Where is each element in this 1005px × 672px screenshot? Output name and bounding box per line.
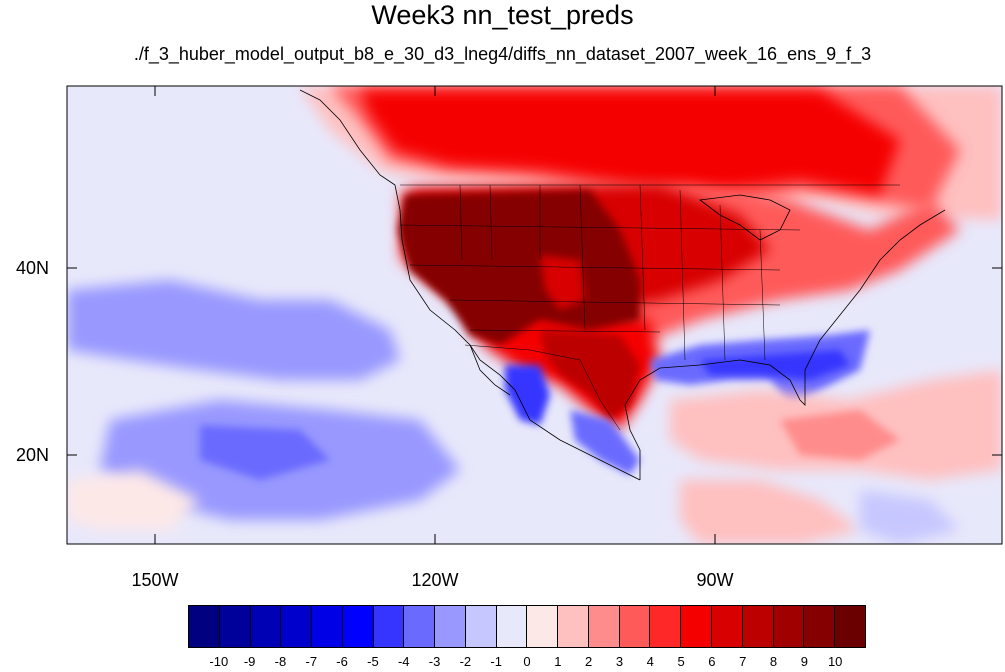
colorbar-swatch (465, 606, 497, 647)
colorbar-label: -2 (459, 654, 472, 669)
political-borders (399, 184, 900, 431)
colorbar-label: 10 (827, 654, 843, 669)
colorbar-swatch (373, 606, 405, 647)
colorbar-label: 3 (615, 654, 624, 669)
plot-title: Week3 nn_test_preds (371, 0, 634, 30)
lon-tick-label: 150W (131, 570, 179, 590)
colorbar-label: 2 (585, 654, 593, 669)
colorbar-swatch (712, 606, 743, 647)
colorbar-label: 7 (739, 654, 747, 669)
colorbar-swatch (435, 606, 466, 647)
map-canvas (66, 85, 1003, 545)
anomaly-field (67, 86, 1002, 544)
colorbar-swatch (558, 606, 589, 647)
colorbar-swatch (404, 606, 436, 647)
colorbar-label: 6 (708, 654, 716, 669)
colorbar-swatch (804, 606, 836, 647)
colorbar-swatch (496, 606, 528, 647)
colorbar-label: 9 (800, 654, 808, 669)
colorbar-label: -4 (397, 654, 410, 669)
colorbar-label: -3 (428, 654, 441, 669)
colorbar (188, 605, 866, 648)
colorbar-swatch (312, 606, 343, 647)
colorbar-label: -10 (209, 654, 229, 669)
map-frame (66, 85, 1003, 545)
lat-tick-label: 40N (16, 258, 50, 278)
colorbar-label: 5 (677, 654, 685, 669)
colorbar-label: -5 (367, 654, 379, 669)
colorbar-swatch (342, 606, 374, 647)
colorbar-swatch (588, 606, 620, 647)
colorbar-label: -6 (336, 654, 348, 669)
plot-subtitle: ./f_3_huber_model_output_b8_e_30_d3_lneg… (133, 44, 872, 64)
lat-tick-label: 20N (16, 445, 50, 465)
colorbar-label: -8 (274, 654, 287, 669)
colorbar-swatch (619, 606, 651, 647)
colorbar-label: -7 (305, 654, 318, 669)
colorbar-label: 4 (646, 654, 654, 669)
colorbar-swatch (650, 606, 682, 647)
colorbar-swatch (219, 606, 251, 647)
colorbar-label: -1 (490, 654, 502, 669)
colorbar-swatch (835, 606, 865, 647)
colorbar-label: -9 (243, 654, 256, 669)
colorbar-label: 0 (523, 654, 531, 669)
lon-tick-label: 120W (411, 570, 459, 590)
colorbar-label: 8 (769, 654, 778, 669)
lon-tick-label: 90W (696, 570, 734, 590)
colorbar-swatch (742, 606, 774, 647)
colorbar-label: 1 (554, 654, 562, 669)
colorbar-swatch (189, 606, 220, 647)
colorbar-swatch (681, 606, 713, 647)
colorbar-swatch (527, 606, 559, 647)
colorbar-swatch (281, 606, 313, 647)
colorbar-swatch (773, 606, 805, 647)
axis-ticks (67, 86, 1002, 544)
colorbar-swatch (250, 606, 282, 647)
